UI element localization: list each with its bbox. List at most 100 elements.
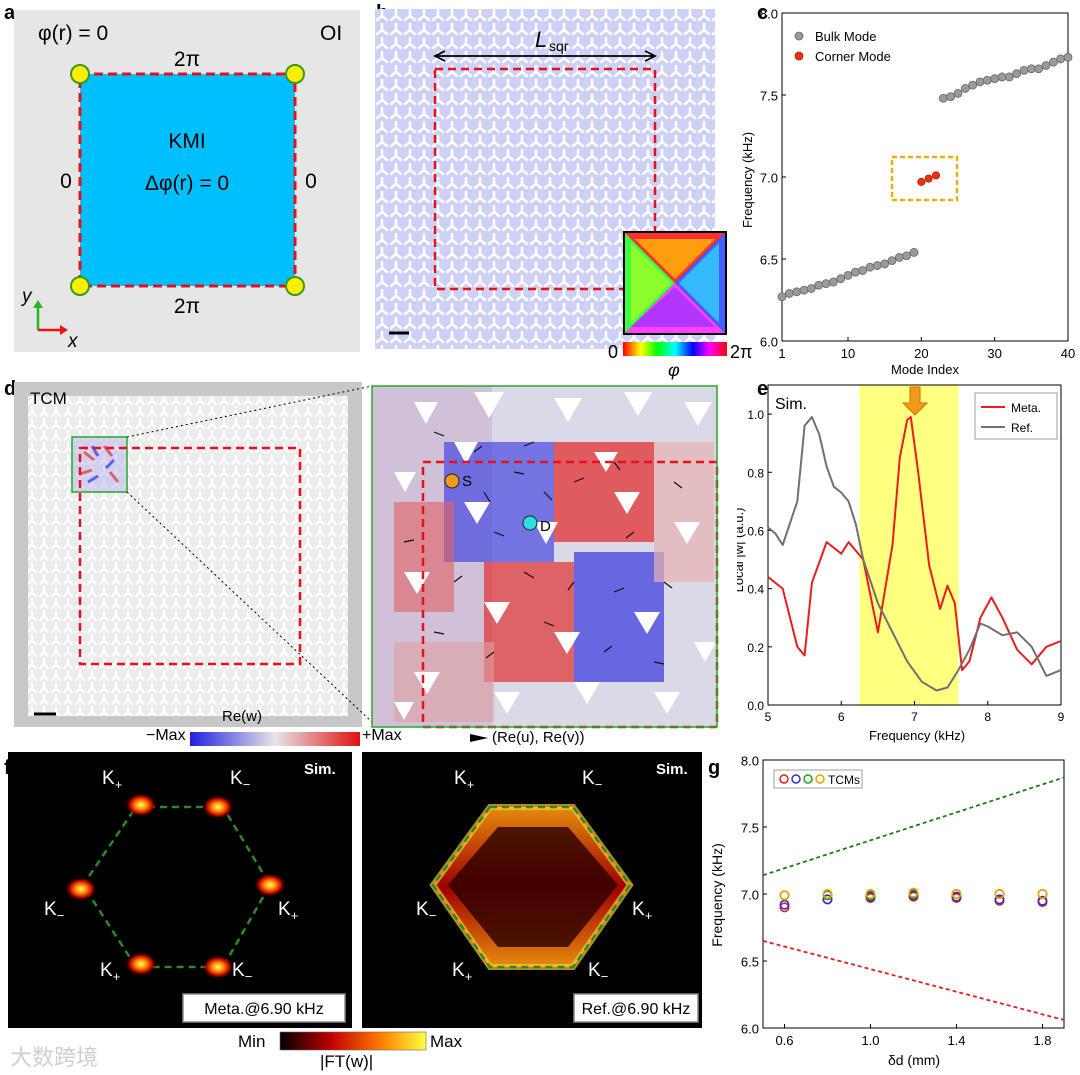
bulk-mode-point <box>894 252 904 262</box>
watermark: 大数跨境 <box>10 1046 99 1071</box>
panel-c-chart: 1 10 20 30 40 6.0 6.5 7.0 7.5 8.0 Frequency (kHz)… <box>740 7 1075 378</box>
bulk-mode-point <box>990 74 1000 83</box>
kpoint-label: K− <box>230 768 250 792</box>
x-tick-label: 9 <box>1058 710 1065 724</box>
tcm-point <box>994 894 1005 905</box>
bulk-mode-point <box>843 270 853 280</box>
legend-meta: Meta. <box>1011 401 1041 415</box>
meta-freq-tag: Meta.@6.90 kHz <box>204 1001 323 1018</box>
kpoint-label: K− <box>416 899 436 923</box>
panel-f-label: f <box>4 757 11 779</box>
corner-mode-point <box>917 177 926 186</box>
bulk-mode-point <box>777 292 787 302</box>
re-w-title: Re(w) <box>222 708 262 725</box>
c-xlabel: Mode Index <box>891 362 959 377</box>
panel-a-diagram: φ(r) = 0 OI 2π 2π 0 0 KMI Δφ(r) = 0 y x <box>14 10 360 352</box>
y-tick-label: 0.0 <box>747 699 764 713</box>
tcm-point <box>822 894 833 905</box>
e-xlabel: Frequency (kHz) <box>869 728 965 743</box>
bz-hexagon-ref <box>431 805 632 969</box>
kmi-label: KMI <box>168 130 205 153</box>
peak-arrow <box>901 386 929 416</box>
kpoint-label: K+ <box>278 899 298 923</box>
bulk-mode-point <box>858 266 868 275</box>
kpoint-label: K− <box>44 899 64 923</box>
g-ylabel: Frequency (kHz) <box>709 843 725 946</box>
phase-cbar-max: 2π <box>730 342 753 362</box>
bulk-mode-point <box>814 280 824 290</box>
kpoint-label: K− <box>588 960 608 984</box>
bulk-mode-point <box>1041 61 1051 70</box>
y-tick-label: 0.4 <box>747 583 764 597</box>
re-w-colorbar <box>190 732 360 746</box>
x-tick-label: 0.6 <box>775 1033 793 1048</box>
corner-mode-box <box>890 155 959 202</box>
bulk-mode-point <box>784 289 794 298</box>
bulk-mode-point <box>828 277 838 287</box>
f-sim-label-1: Sim. <box>304 761 336 778</box>
x-tick-label: 40 <box>1061 346 1075 361</box>
bulk-mode-point <box>850 267 860 277</box>
phi-equation: φ(r) = 0 <box>38 22 108 45</box>
corner-mode-point <box>924 174 933 183</box>
corner-mode-point <box>931 171 940 180</box>
upper-band-edge <box>762 776 1065 877</box>
c-legend: Bulk Mode Corner Mode <box>794 29 891 64</box>
y-label: y <box>20 286 33 307</box>
phase-inset <box>623 231 727 335</box>
g-xlabel: δd (mm) <box>888 1052 940 1068</box>
re-w-min: −Max <box>146 727 186 744</box>
tcm-point <box>1037 895 1048 906</box>
kpoint-label: K+ <box>632 899 652 923</box>
bulk-mode-point <box>953 88 963 98</box>
c-ylabel: Frequency (kHz) <box>740 132 755 228</box>
y-tick-label: 6.0 <box>760 335 778 350</box>
re-w-max: +Max <box>362 727 402 744</box>
bulk-mode-point <box>975 77 985 87</box>
bulk-mode-point <box>960 84 970 93</box>
y-tick-label: 6.5 <box>741 955 759 970</box>
panel-e-label: e <box>757 378 769 400</box>
corner-dot <box>285 64 305 84</box>
lower-band-edge <box>762 940 1065 1021</box>
y-tick-label: 0.2 <box>747 641 764 655</box>
source-label: S <box>462 473 472 490</box>
phase-cbar-min: 0 <box>608 342 619 362</box>
tcm-point <box>908 887 919 898</box>
x-tick-label: 1.8 <box>1033 1033 1051 1048</box>
bandgap-highlight <box>859 385 959 705</box>
zoom-field: S D <box>371 385 719 729</box>
kpoint-label: K+ <box>102 768 122 792</box>
legend-ref: Ref. <box>1011 421 1033 435</box>
top-edge-label: 2π <box>174 48 200 71</box>
panel-d-field: TCM S D <box>14 382 719 746</box>
y-tick-label: 8.0 <box>741 754 759 769</box>
ft-cbar-label: |FT(w)| <box>320 1052 374 1071</box>
kpoint-label: K+ <box>454 768 474 792</box>
oi-label: OI <box>320 22 342 45</box>
panel-e-chart: 5 6 7 8 90.00.20.40.60.81.0 Sim. Meta. Ref. … <box>737 384 1065 743</box>
detector-point <box>522 515 538 531</box>
y-tick-label: 7.0 <box>760 171 778 186</box>
bulk-mode-point <box>821 279 831 289</box>
x-tick-label: 6 <box>838 710 845 724</box>
x-tick-label: 1.4 <box>947 1033 965 1048</box>
y-tick-label: 6.5 <box>760 253 778 268</box>
ft-cbar-max: Max <box>430 1032 463 1051</box>
tcm-label: TCM <box>30 389 67 408</box>
kpoint-label: K− <box>582 768 602 792</box>
tcm-point <box>1037 889 1048 900</box>
left-edge-label: 0 <box>60 170 72 193</box>
tcm-point <box>865 889 876 900</box>
corner-dot <box>70 276 90 296</box>
x-tick-label: 1.0 <box>861 1033 879 1048</box>
kpoint-label: K− <box>232 960 252 984</box>
bulk-mode-point <box>902 251 912 261</box>
bulk-mode-point <box>1056 54 1066 64</box>
legend-bulk: Bulk Mode <box>815 29 876 44</box>
panel-b-lattice: L sqr <box>375 9 727 356</box>
panel-g-label: g <box>708 757 721 779</box>
y-tick-label: 7.5 <box>760 89 778 104</box>
lsqr-label: L <box>535 27 547 52</box>
bulk-mode-point <box>997 72 1007 82</box>
